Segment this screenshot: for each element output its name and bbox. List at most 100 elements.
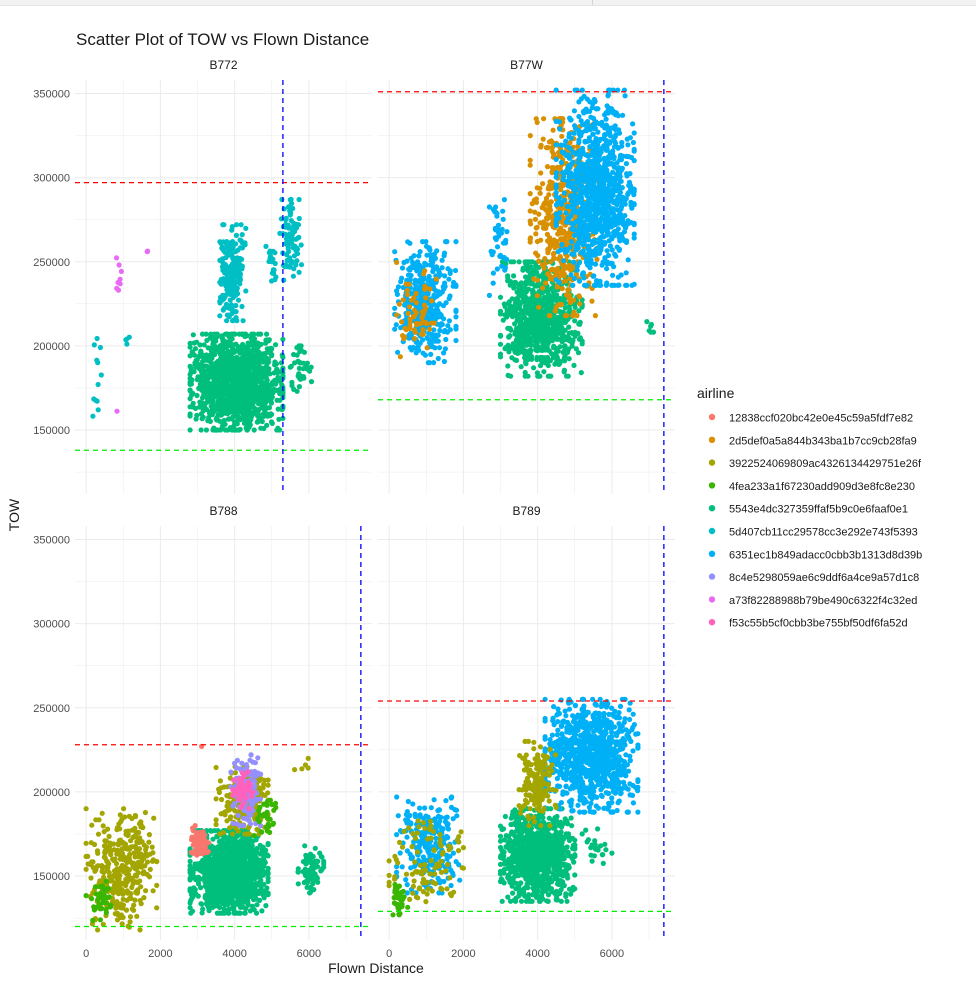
data-point	[543, 145, 550, 151]
data-point	[296, 196, 302, 203]
data-point	[411, 253, 417, 259]
data-point	[259, 405, 265, 411]
data-point	[198, 427, 204, 433]
data-point	[297, 348, 303, 355]
data-point	[617, 238, 623, 244]
data-point	[577, 319, 583, 325]
data-point	[239, 232, 245, 238]
data-point	[394, 312, 400, 318]
data-point	[605, 127, 611, 133]
data-point	[123, 337, 129, 343]
data-point	[194, 392, 200, 399]
data-point	[508, 279, 514, 285]
data-point	[227, 354, 234, 360]
data-point	[413, 310, 420, 316]
data-point	[565, 215, 571, 221]
data-point	[586, 135, 593, 141]
data-point	[505, 273, 511, 279]
data-point	[568, 220, 575, 226]
data-point	[541, 116, 547, 122]
data-point	[602, 161, 608, 167]
data-point	[529, 201, 535, 207]
data-point	[442, 346, 448, 352]
data-point	[268, 345, 274, 351]
data-point	[226, 267, 232, 273]
data-point	[234, 371, 240, 377]
data-point	[607, 139, 613, 145]
data-point	[407, 240, 413, 246]
data-point	[528, 330, 534, 336]
data-point	[187, 858, 193, 865]
data-point	[233, 248, 239, 255]
data-point	[569, 173, 575, 179]
data-point	[607, 150, 613, 156]
data-point	[495, 222, 502, 228]
data-point	[294, 352, 300, 358]
data-point	[264, 405, 270, 411]
data-point	[213, 338, 219, 344]
data-point	[400, 297, 406, 303]
data-point	[533, 263, 539, 269]
data-point	[277, 427, 283, 433]
data-point	[284, 222, 290, 228]
data-point	[553, 182, 559, 188]
data-point	[543, 308, 549, 314]
data-point	[613, 110, 619, 116]
data-point	[231, 242, 237, 248]
data-point	[571, 275, 578, 282]
data-point	[190, 350, 196, 356]
data-point	[541, 224, 547, 230]
data-point	[392, 305, 398, 311]
data-point	[598, 149, 604, 155]
data-point	[623, 270, 629, 276]
data-point	[536, 258, 542, 264]
data-point	[233, 262, 239, 268]
data-point	[269, 353, 275, 359]
data-point	[410, 259, 416, 265]
data-point	[453, 337, 459, 344]
data-point	[648, 329, 654, 335]
data-point	[500, 216, 506, 222]
data-point	[625, 142, 631, 148]
data-point	[223, 240, 229, 246]
facet-panels: B772150000200000250000300000350000B77WB7…	[33, 58, 675, 960]
data-point	[228, 302, 234, 308]
data-point	[571, 108, 578, 114]
data-point	[208, 387, 214, 393]
data-point	[560, 267, 567, 273]
data-point	[445, 266, 451, 272]
data-point	[569, 340, 575, 346]
data-point	[574, 267, 580, 273]
data-point	[289, 240, 295, 246]
data-point	[581, 205, 587, 211]
data-point	[95, 360, 101, 366]
data-point	[239, 245, 245, 251]
data-point	[420, 239, 426, 245]
data-point	[452, 267, 459, 274]
data-point	[609, 247, 615, 253]
data-point	[546, 313, 552, 319]
data-point	[534, 119, 540, 125]
data-point	[228, 279, 234, 285]
data-point	[424, 345, 430, 351]
data-point	[563, 210, 569, 216]
data-point	[222, 364, 228, 370]
data-point	[553, 211, 559, 217]
data-point	[561, 197, 567, 203]
data-point	[530, 290, 536, 296]
data-point	[584, 213, 590, 219]
data-point	[553, 222, 559, 229]
data-point	[546, 192, 552, 198]
data-point	[428, 255, 434, 261]
data-point	[559, 133, 565, 139]
data-point	[619, 143, 625, 149]
data-point	[559, 149, 565, 155]
data-point	[423, 305, 429, 311]
data-point	[424, 335, 430, 341]
data-point	[565, 183, 571, 189]
data-point	[245, 384, 251, 391]
data-point	[532, 283, 539, 289]
data-point	[489, 252, 495, 258]
data-point	[521, 337, 527, 343]
data-point	[248, 371, 254, 377]
